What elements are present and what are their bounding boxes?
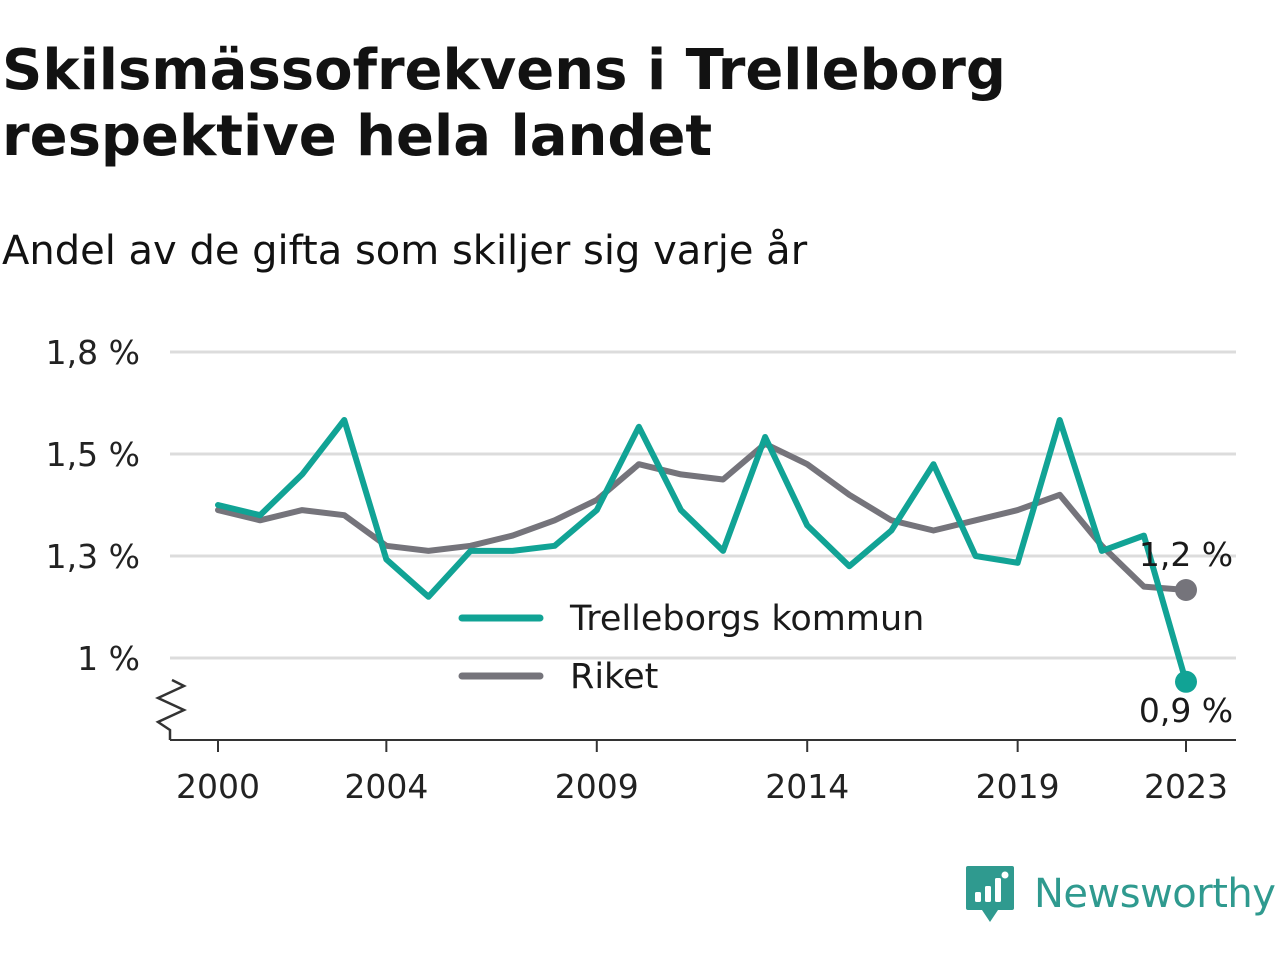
- legend-label: Riket: [570, 657, 658, 697]
- legend-label: Trelleborgs kommun: [569, 599, 924, 639]
- series-line-riket: [215, 440, 1189, 593]
- y-tick-label: 1,3 %: [46, 537, 140, 576]
- end-point-marker: [1175, 579, 1197, 601]
- brand-name: Newsworthy: [1034, 871, 1276, 917]
- end-label-trelleborg: 0,9 %: [1139, 691, 1233, 730]
- x-tick-label: 2019: [976, 767, 1060, 806]
- x-tick-label: 2004: [344, 767, 428, 806]
- line-chart: 1 % 1,3 % 1,5 % 1,8 % 2000 2004 2009 2014 2019 20…: [46, 333, 1236, 806]
- end-point-marker: [1175, 670, 1197, 693]
- end-label-riket: 1,2 %: [1139, 535, 1233, 574]
- chart-subtitle: Andel av de gifta som skiljer sig varje …: [2, 228, 808, 274]
- y-tick-label: 1,5 %: [46, 435, 140, 474]
- x-tick-label: 2000: [176, 767, 260, 806]
- chart-title: Skilsmässofrekvens i Trelleborg respekti…: [2, 38, 1006, 169]
- axis-break-icon: [155, 678, 187, 740]
- x-tick-label: 2009: [555, 767, 639, 806]
- grid-lines: [170, 350, 1236, 660]
- newsworthy-logo-icon: [966, 866, 1014, 922]
- x-tick-label: 2023: [1144, 767, 1228, 806]
- y-tick-label: 1 %: [77, 639, 140, 678]
- legend: Trelleborgs kommun Riket: [446, 590, 958, 697]
- brand: Newsworthy: [964, 862, 1276, 926]
- series-lines: [215, 417, 1197, 693]
- x-tick-label: 2014: [765, 767, 849, 806]
- y-tick-label: 1,8 %: [46, 333, 140, 372]
- end-labels: 0,9 % 1,2 %: [1139, 535, 1233, 730]
- legend-background: [446, 590, 958, 656]
- series-line-trelleborg: [215, 417, 1189, 685]
- axes: 1 % 1,3 % 1,5 % 1,8 % 2000 2004 2009 2014 2019 20…: [46, 333, 1236, 806]
